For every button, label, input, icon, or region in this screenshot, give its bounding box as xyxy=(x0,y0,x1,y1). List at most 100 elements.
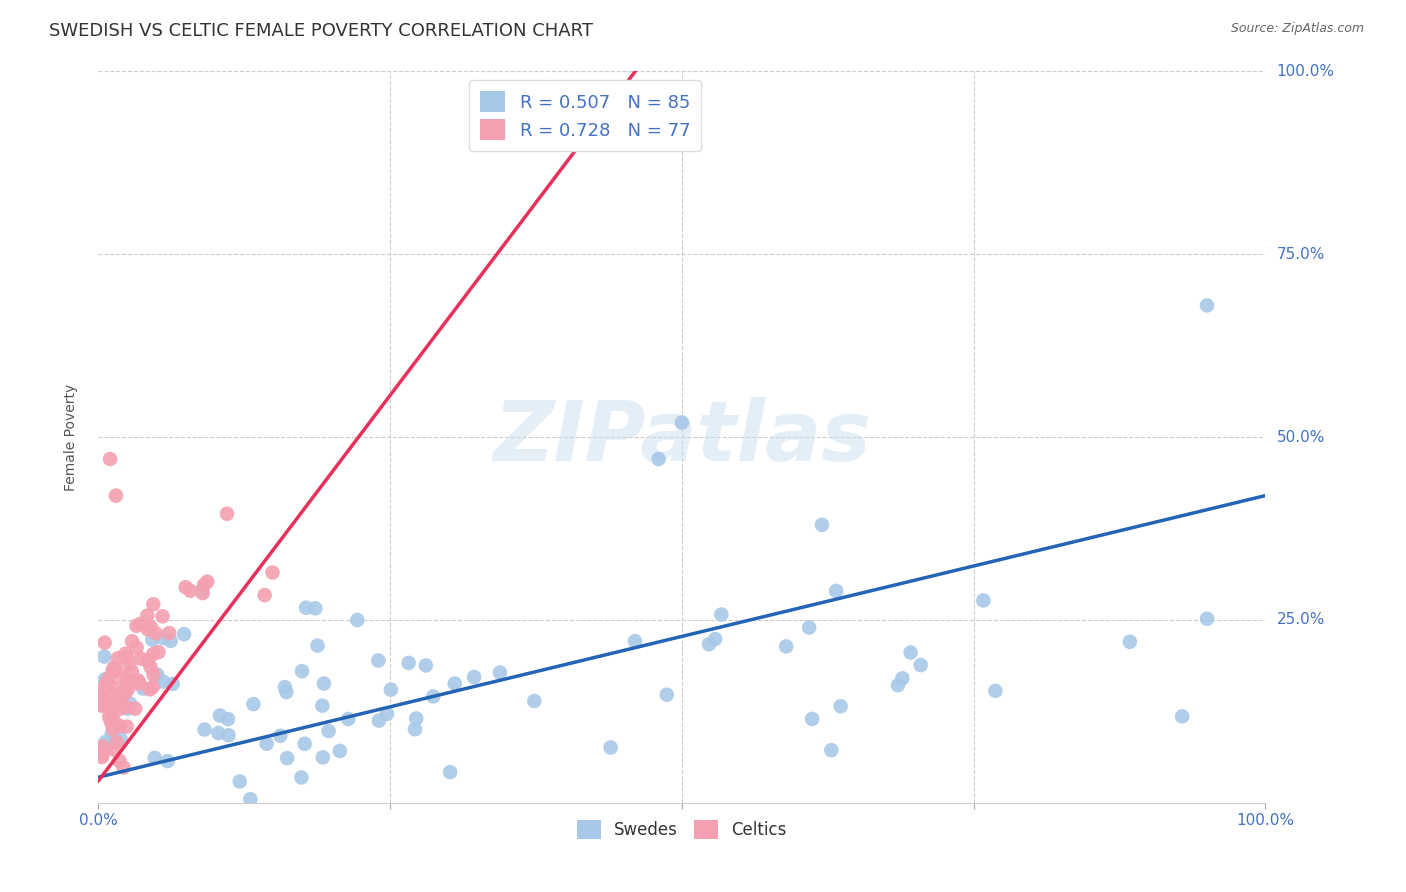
Point xyxy=(152,609,174,624)
Point xyxy=(1195,298,1218,312)
Point xyxy=(108,719,131,733)
Point xyxy=(256,737,278,751)
Point xyxy=(1195,612,1218,626)
Point xyxy=(398,656,420,670)
Point xyxy=(1119,635,1142,649)
Point xyxy=(269,729,291,743)
Point xyxy=(103,743,125,757)
Point xyxy=(825,583,848,598)
Point xyxy=(90,697,112,711)
Point xyxy=(110,732,132,747)
Point xyxy=(655,688,678,702)
Text: 25.0%: 25.0% xyxy=(1277,613,1324,627)
Point xyxy=(162,677,184,691)
Point xyxy=(380,682,402,697)
Point xyxy=(159,634,181,648)
Point xyxy=(115,720,138,734)
Point xyxy=(312,750,335,764)
Point xyxy=(100,726,122,740)
Point xyxy=(105,735,128,749)
Point xyxy=(704,632,727,646)
Point xyxy=(422,690,444,704)
Point xyxy=(115,676,138,690)
Point xyxy=(125,640,148,655)
Point xyxy=(117,681,139,696)
Point xyxy=(801,712,824,726)
Point xyxy=(114,686,136,700)
Point xyxy=(90,689,112,703)
Point xyxy=(710,607,733,622)
Point xyxy=(112,760,135,774)
Text: SWEDISH VS CELTIC FEMALE POVERTY CORRELATION CHART: SWEDISH VS CELTIC FEMALE POVERTY CORRELA… xyxy=(49,22,593,40)
Point xyxy=(193,578,215,592)
Point xyxy=(129,651,152,665)
Point xyxy=(152,631,174,645)
Point xyxy=(110,688,132,702)
Point xyxy=(193,723,215,737)
Point xyxy=(97,672,120,686)
Point xyxy=(775,640,797,654)
Point xyxy=(274,680,297,694)
Point xyxy=(98,710,121,724)
Point xyxy=(599,740,621,755)
Point xyxy=(1171,709,1194,723)
Point xyxy=(96,675,118,690)
Point xyxy=(375,706,398,721)
Point xyxy=(329,744,352,758)
Point xyxy=(100,703,122,717)
Point xyxy=(91,747,114,761)
Point xyxy=(136,654,159,668)
Point xyxy=(439,765,461,780)
Point xyxy=(110,696,132,710)
Point xyxy=(142,597,165,611)
Point xyxy=(139,660,162,674)
Point xyxy=(208,708,231,723)
Point xyxy=(647,452,669,467)
Point xyxy=(107,651,129,665)
Point xyxy=(103,714,125,728)
Point xyxy=(91,750,114,764)
Point xyxy=(101,665,124,679)
Point xyxy=(98,452,121,467)
Point xyxy=(118,657,141,672)
Point xyxy=(207,726,229,740)
Point xyxy=(276,751,298,765)
Point xyxy=(405,711,427,725)
Point xyxy=(624,634,647,648)
Point xyxy=(295,600,318,615)
Point xyxy=(114,647,136,661)
Point xyxy=(141,632,163,647)
Point xyxy=(337,712,360,726)
Point xyxy=(671,416,693,430)
Point xyxy=(136,608,159,623)
Point xyxy=(195,574,218,589)
Point xyxy=(253,588,276,602)
Point xyxy=(90,697,112,711)
Point xyxy=(307,639,329,653)
Point xyxy=(830,699,852,714)
Point xyxy=(443,676,465,690)
Point xyxy=(115,650,138,665)
Point xyxy=(101,723,124,737)
Point xyxy=(121,664,143,678)
Point xyxy=(156,754,179,768)
Point xyxy=(108,754,131,768)
Point xyxy=(91,739,114,754)
Point xyxy=(290,771,312,785)
Point xyxy=(128,676,150,690)
Point xyxy=(346,613,368,627)
Text: Source: ZipAtlas.com: Source: ZipAtlas.com xyxy=(1230,22,1364,36)
Point xyxy=(127,673,149,688)
Point xyxy=(173,627,195,641)
Point xyxy=(179,583,201,598)
Point xyxy=(129,617,152,632)
Point xyxy=(312,676,335,690)
Point xyxy=(93,649,115,664)
Point xyxy=(98,704,121,718)
Point xyxy=(174,580,197,594)
Text: 100.0%: 100.0% xyxy=(1277,64,1334,78)
Text: ZIPatlas: ZIPatlas xyxy=(494,397,870,477)
Point xyxy=(262,566,284,580)
Point xyxy=(311,698,333,713)
Point xyxy=(142,647,165,661)
